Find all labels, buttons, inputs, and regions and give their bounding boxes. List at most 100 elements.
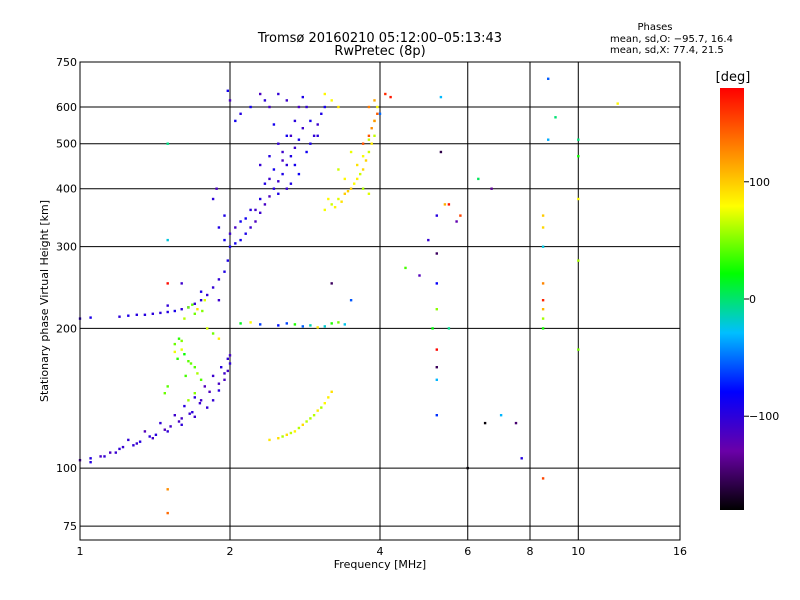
x-tick-label: 16 [673, 545, 687, 558]
echo-point [616, 102, 619, 105]
echo-point [301, 95, 304, 99]
grid-lines [80, 62, 680, 540]
echo-point [132, 444, 135, 447]
echo-point [316, 134, 319, 137]
echo-point [356, 163, 359, 167]
echo-point [166, 430, 169, 433]
echo-point [427, 238, 430, 242]
echo-point [520, 457, 523, 460]
echo-point [118, 315, 121, 318]
echo-point [166, 142, 169, 145]
plot-frame [79, 61, 681, 541]
echo-point [289, 134, 293, 137]
echo-point [285, 322, 288, 325]
echo-point [193, 392, 196, 395]
echo-point [337, 197, 340, 201]
echo-point [577, 155, 580, 158]
echo-point [89, 457, 92, 460]
echo-point [293, 146, 297, 149]
echo-point [166, 310, 169, 314]
stats-heading: Phases [637, 22, 672, 33]
echo-point [193, 415, 196, 418]
echo-point [297, 105, 301, 109]
echo-point [268, 438, 271, 442]
echo-point [541, 317, 545, 320]
echo-point [333, 206, 337, 209]
echo-point [249, 105, 252, 109]
echo-point [343, 177, 346, 181]
echo-point [254, 220, 257, 223]
echo-point [208, 390, 211, 393]
x-tick-label: 10 [571, 545, 585, 558]
echo-point [297, 138, 301, 141]
echo-point [259, 163, 262, 167]
echo-point [435, 366, 438, 369]
echo-point [577, 259, 580, 262]
echo-point [173, 414, 176, 417]
echo-point [330, 322, 333, 325]
echo-point [281, 159, 284, 162]
echo-point [249, 208, 252, 212]
colorbar-ticks: 100 0 −100 [744, 176, 779, 423]
echo-point [330, 282, 333, 285]
echo-point [435, 308, 438, 311]
chart-title: Tromsø 20160210 05:12:00–05:13:43 [257, 31, 502, 46]
colorbar-tick-label: −100 [749, 410, 779, 423]
echo-point [364, 159, 368, 162]
echo-point [121, 445, 125, 449]
echo-point [367, 105, 371, 109]
echo-point [320, 406, 323, 409]
x-tick-label: 2 [227, 545, 234, 558]
echo-point [201, 309, 204, 313]
echo-point [173, 342, 176, 346]
echo-point [285, 433, 288, 436]
echo-point [193, 366, 196, 369]
echo-point [277, 324, 280, 327]
echo-point [312, 134, 316, 137]
echo-point [203, 385, 206, 388]
echo-point [239, 220, 242, 223]
echo-point [103, 455, 106, 458]
echo-point [439, 150, 443, 154]
echo-point [193, 396, 196, 399]
chart-subtitle: RwPretec (8p) [334, 44, 425, 59]
echo-point [268, 105, 271, 109]
echo-point [443, 203, 447, 206]
echo-point [114, 451, 117, 454]
colorbar-tick-label: 0 [749, 293, 756, 306]
echo-point [217, 337, 221, 340]
y-axis-label: Stationary phase Virtual Height [km] [38, 200, 51, 402]
echo-point [447, 327, 451, 330]
echo-point [373, 119, 376, 123]
echo-point [259, 197, 262, 201]
echo-point [109, 451, 112, 454]
stats-line-x: mean, sd,X: 77.4, 21.5 [610, 45, 724, 56]
echo-point [309, 324, 312, 327]
echo-point [281, 172, 284, 176]
echo-point [166, 385, 169, 388]
echo-point [199, 399, 203, 402]
x-axis-label: Frequency [MHz] [334, 558, 426, 571]
echo-point [183, 353, 186, 356]
echo-point [223, 270, 226, 273]
colorbar-label: [deg] [716, 70, 751, 85]
echo-point [343, 323, 346, 326]
echo-point [187, 399, 190, 402]
echo-point [151, 437, 154, 440]
echo-point [143, 313, 147, 316]
echo-point [211, 286, 215, 289]
echo-point [154, 433, 158, 436]
echo-point [343, 192, 346, 195]
echo-point [148, 435, 151, 438]
echo-point [316, 123, 319, 126]
echo-point [183, 317, 186, 320]
echo-point [163, 392, 166, 395]
echo-point [455, 220, 458, 223]
echo-point [367, 138, 371, 141]
echo-point [191, 411, 194, 414]
echo-point [361, 168, 365, 171]
echo-point [228, 354, 232, 357]
echo-point [234, 242, 237, 245]
echo-point [435, 252, 438, 255]
echo-point [118, 447, 121, 451]
